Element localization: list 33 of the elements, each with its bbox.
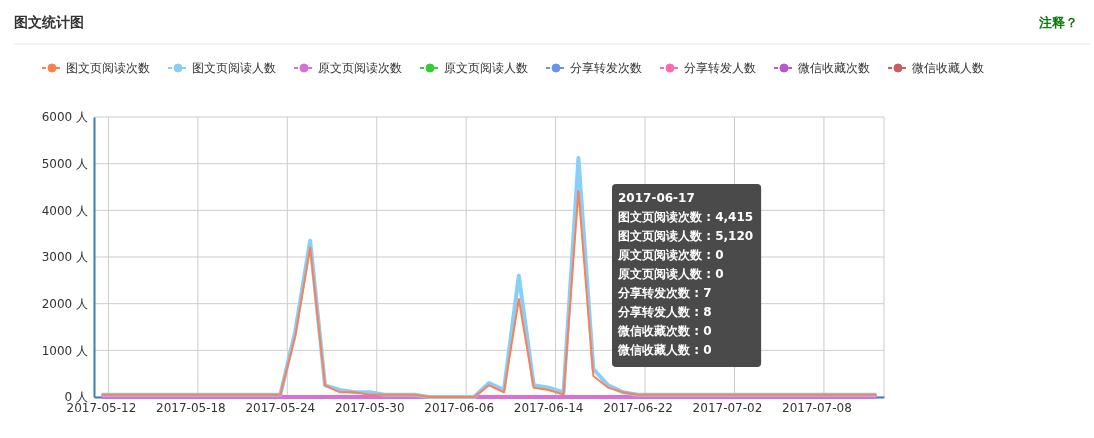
legend-label: 原文页阅读人数 [444,61,528,75]
x-tick-label: 2017-07-08 [782,400,852,415]
x-tick-label: 2017-06-14 [513,400,584,415]
legend-label: 图文页阅读人数 [192,61,276,75]
chart-title: 图文统计图 [14,14,84,30]
annotation: 微信收藏次数 : 0 [617,324,712,338]
annotation: 图文页阅读次数 : 4,415 [618,210,754,224]
annotation: 分享转发次数 : 7 [617,286,712,300]
x-tick-label: 2017-06-06 [424,400,495,415]
y-tick-label: 4000 人 [41,203,88,218]
legend-label: 微信收藏次数 [798,61,870,75]
x-tick-label: 2017-07-02 [692,400,763,415]
y-tick-label: 3000 人 [41,250,88,265]
annotation: 原文页阅读次数 : 0 [617,248,724,262]
x-tick-label: 2017-06-22 [603,400,673,415]
y-tick-label: 5000 人 [41,157,88,172]
annotation: 微信收藏人数 : 0 [617,343,712,357]
annotation: 图文页阅读人数 : 5,120 [618,229,754,243]
y-tick-label: 1000 人 [41,343,88,358]
annotation: 原文页阅读人数 : 0 [617,267,724,281]
legend-label: 分享转发人数 [684,61,756,75]
y-tick-label: 6000 人 [41,110,88,125]
text: 注释？ [1038,15,1078,30]
y-tick-label: 2000 人 [41,297,88,312]
legend-label: 微信收藏人数 [912,61,984,75]
legend-label: 原文页阅读次数 [318,61,402,75]
x-tick-label: 2017-05-18 [156,400,226,415]
x-tick-label: 2017-05-30 [334,400,405,415]
annotation: 2017-06-17 [618,191,695,205]
annotation: 分享转发人数 : 8 [617,305,712,319]
x-tick-label: 2017-05-24 [245,400,316,415]
legend-label: 分享转发次数 [570,61,642,75]
legend-label: 图文页阅读次数 [66,61,150,75]
